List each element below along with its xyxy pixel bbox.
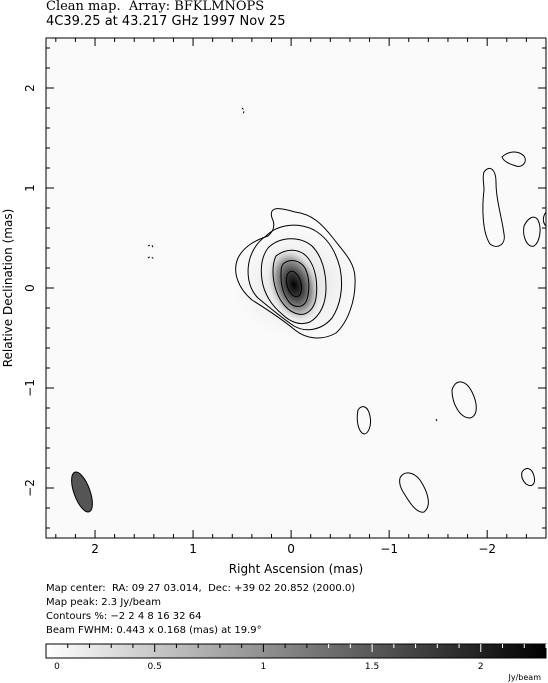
contour-island-se1	[451, 381, 477, 419]
map-title: Clean map. Array: BFKLMNOPS	[46, 0, 265, 14]
contour-64pct	[285, 270, 303, 298]
x-tick-label: 2	[91, 542, 99, 556]
y-tick-label: −1	[23, 379, 37, 397]
contour-2pct-main	[235, 208, 356, 339]
contour-4pct	[247, 224, 343, 331]
x-axis-label: Right Ascension (mas)	[229, 562, 363, 576]
contour-island-s	[356, 406, 371, 435]
y-tick-label: 0	[23, 284, 37, 292]
contour-16pct	[272, 249, 318, 315]
contour-32pct	[280, 260, 310, 307]
contour-neg-1	[241, 107, 245, 116]
colorbar-tick-label: 0.5	[148, 662, 162, 672]
colorbar-tick-label: 1	[261, 662, 267, 672]
colorbar-tick-label: 2	[478, 662, 484, 672]
contour-neg-2	[147, 244, 154, 261]
contour-island-ne1	[501, 151, 526, 167]
x-tick-label: 0	[287, 542, 295, 556]
contour-8pct	[260, 238, 327, 325]
colorbar-tick-label: 1.5	[365, 662, 379, 672]
core-emission	[266, 246, 322, 324]
y-axis-label: Relative Declination (mas)	[1, 209, 15, 368]
x-tick-label: −2	[478, 542, 496, 556]
contour-dot	[435, 418, 438, 422]
contour-island-se2	[399, 472, 429, 513]
map-center-info: Map center: RA: 09 27 03.014, Dec: +39 0…	[46, 583, 356, 594]
x-tick-label: −1	[380, 542, 398, 556]
map-subtitle: 4C39.25 at 43.217 GHz 1997 Nov 25	[46, 14, 286, 29]
contour-island-ne2	[482, 167, 505, 247]
contours-info: Contours %: −2 2 4 8 16 32 64	[46, 611, 202, 622]
map-area	[46, 38, 546, 538]
contour-lines	[147, 107, 546, 513]
contour-island-edge	[542, 211, 546, 227]
contour-island-se3	[521, 468, 535, 487]
beam-info: Beam FWHM: 0.443 x 0.168 (mas) at 19.9°	[46, 625, 262, 636]
beam-ellipse	[71, 471, 93, 513]
colorbar-tick-label: 0	[54, 662, 60, 672]
colorbar	[45, 643, 547, 659]
colorbar-unit: Jy/beam	[508, 673, 542, 682]
contour-island-ne3	[523, 216, 541, 247]
y-tick-label: 1	[23, 184, 37, 192]
y-tick-label: −2	[23, 479, 37, 497]
colorbar-ticks: 0 0.5 1 1.5 2	[45, 644, 547, 672]
axis-ticks	[46, 38, 547, 538]
map-peak-info: Map peak: 2.3 Jy/beam	[46, 597, 161, 608]
x-tick-label: 1	[189, 542, 197, 556]
y-tick-label: 2	[23, 84, 37, 92]
tick-labels: 2 1 0 −1 −2 2 1 0 −1 −2	[23, 84, 496, 556]
